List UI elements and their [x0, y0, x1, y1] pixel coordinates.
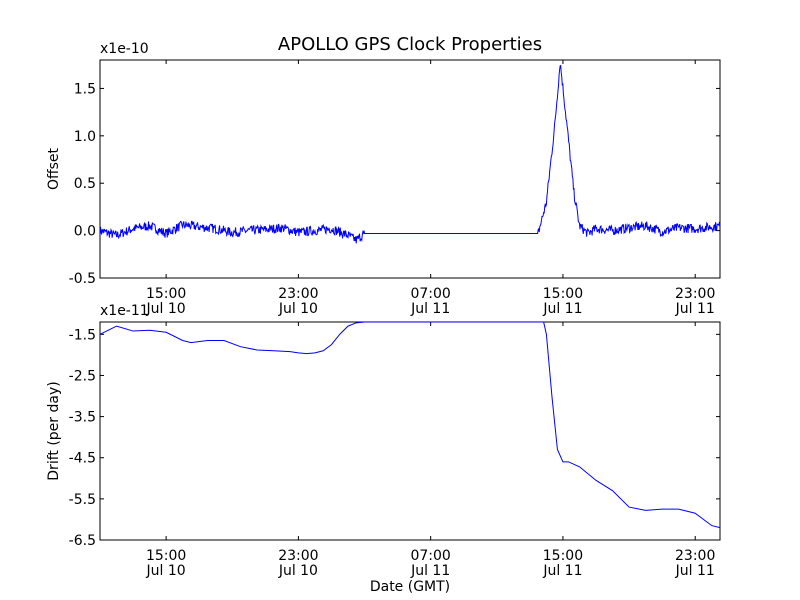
drift-ytick-label: -1.5: [69, 327, 96, 343]
offset-scale-label: x1e-10: [100, 41, 149, 57]
drift-xtick-date-label: Jul 10: [146, 563, 186, 579]
drift-xtick-date-label: Jul 10: [278, 563, 318, 579]
drift-xtick-time-label: 15:00: [543, 548, 583, 564]
drift-xtick-time-label: 07:00: [410, 548, 450, 564]
offset-xtick-date-label: Jul 11: [542, 301, 582, 317]
chart-title: APOLLO GPS Clock Properties: [278, 34, 542, 55]
drift-series-line: [100, 322, 720, 529]
offset-ytick-label: 0.0: [74, 224, 96, 240]
offset-xtick-date-label: Jul 11: [675, 301, 715, 317]
drift-ytick-label: -3.5: [69, 410, 96, 426]
drift-ytick-label: -4.5: [69, 451, 96, 467]
offset-ytick-label: 1.0: [74, 129, 96, 145]
drift-xtick-date-label: Jul 11: [542, 563, 582, 579]
drift-ytick-label: -2.5: [69, 368, 96, 384]
offset-ytick-label: 0.5: [74, 176, 96, 192]
offset-xtick-time-label: 23:00: [675, 286, 715, 302]
x-axis-label: Date (GMT): [370, 579, 450, 595]
offset-xtick-date-label: Jul 10: [146, 301, 186, 317]
drift-xtick-time-label: 23:00: [278, 548, 318, 564]
offset-y-axis-label: Offset: [46, 147, 62, 190]
drift-scale-label: x1e-11: [100, 303, 149, 319]
drift-xtick-time-label: 15:00: [146, 548, 186, 564]
drift-axes-frame: [99, 321, 721, 541]
offset-xtick-date-label: Jul 11: [410, 301, 450, 317]
drift-xtick-date-label: Jul 11: [675, 563, 715, 579]
offset-xtick-time-label: 15:00: [146, 286, 186, 302]
offset-xtick-date-label: Jul 10: [278, 301, 318, 317]
drift-y-axis-label: Drift (per day): [46, 381, 62, 480]
drift-series: [100, 322, 720, 529]
drift-ytick-label: -6.5: [69, 533, 96, 549]
offset-ytick-label: 1.5: [74, 81, 96, 97]
offset-axes-frame: [99, 59, 721, 279]
offset-series-line: [100, 64, 720, 244]
offset-xtick-time-label: 15:00: [543, 286, 583, 302]
drift-xtick-time-label: 23:00: [675, 548, 715, 564]
drift-xtick-date-label: Jul 11: [410, 563, 450, 579]
offset-ytick-label: -0.5: [69, 271, 96, 287]
drift-ytick-label: -5.5: [69, 492, 96, 508]
offset-xtick-time-label: 23:00: [278, 286, 318, 302]
offset-series: [100, 64, 720, 244]
offset-xtick-time-label: 07:00: [410, 286, 450, 302]
